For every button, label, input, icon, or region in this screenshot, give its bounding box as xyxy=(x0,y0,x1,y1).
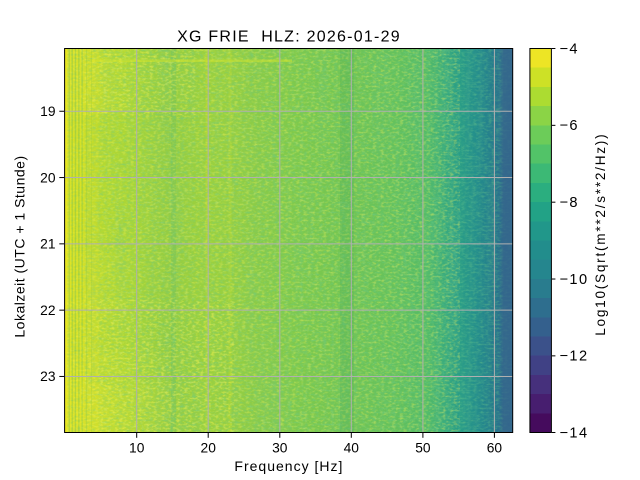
svg-text:−4: −4 xyxy=(560,41,579,57)
svg-text:Frequency [Hz]: Frequency [Hz] xyxy=(234,458,343,474)
svg-text:XG FRIE HLZ: 2026-01-29: XG FRIE HLZ: 2026-01-29 xyxy=(177,29,401,46)
svg-text:Lokalzeit (UTC + 1 Stunde): Lokalzeit (UTC + 1 Stunde) xyxy=(12,155,28,337)
svg-text:20: 20 xyxy=(201,440,217,455)
svg-text:50: 50 xyxy=(415,440,431,455)
svg-text:40: 40 xyxy=(344,440,360,455)
svg-text:−6: −6 xyxy=(560,118,579,134)
svg-text:20: 20 xyxy=(40,170,56,185)
svg-text:60: 60 xyxy=(487,440,503,455)
svg-text:22: 22 xyxy=(40,303,55,318)
svg-text:−8: −8 xyxy=(560,195,579,211)
svg-text:30: 30 xyxy=(272,440,288,455)
svg-text:Log10(Sqrt(m**2/s**2/Hz)): Log10(Sqrt(m**2/s**2/Hz)) xyxy=(593,133,608,336)
svg-text:−12: −12 xyxy=(560,349,589,365)
svg-text:−14: −14 xyxy=(560,425,589,441)
svg-text:10: 10 xyxy=(129,440,145,455)
svg-text:21: 21 xyxy=(40,237,55,252)
svg-text:−10: −10 xyxy=(560,272,589,288)
svg-text:19: 19 xyxy=(40,104,56,119)
svg-text:23: 23 xyxy=(40,369,56,384)
